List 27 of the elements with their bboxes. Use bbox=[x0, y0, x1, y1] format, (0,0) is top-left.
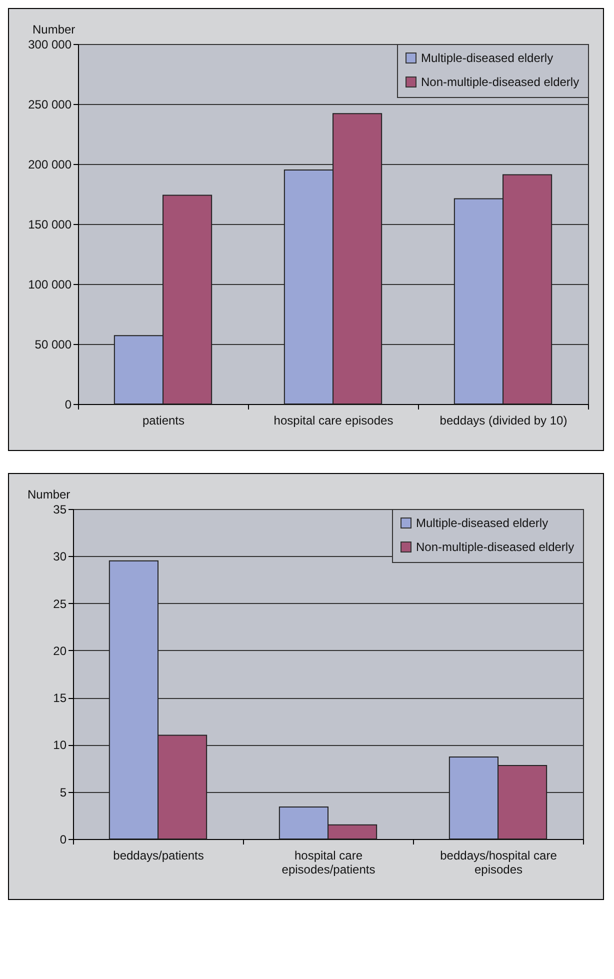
x-tick-label: beddays/hospital care episodes bbox=[440, 848, 558, 876]
x-tick-label: beddays (divided by 10) bbox=[440, 414, 568, 428]
legend-label: Non-multiple-diseased elderly bbox=[421, 75, 580, 89]
y-tick-label: 50 000 bbox=[34, 338, 72, 352]
y-tick-label: 250 000 bbox=[28, 98, 72, 112]
legend-label: Non-multiple-diseased elderly bbox=[416, 540, 574, 554]
y-tick-label: 100 000 bbox=[28, 278, 72, 292]
y-tick-label: 25 bbox=[53, 596, 67, 611]
x-tick-label: patients bbox=[142, 414, 185, 428]
y-tick-label: 0 bbox=[64, 398, 72, 412]
y-axis-title: Number bbox=[28, 488, 70, 502]
y-tick-label: 150 000 bbox=[28, 218, 72, 232]
legend-label: Multiple-diseased elderly bbox=[416, 516, 548, 530]
y-tick-label: 10 bbox=[53, 738, 67, 752]
y-tick-label: 15 bbox=[53, 691, 67, 706]
y-tick-label: 5 bbox=[60, 785, 67, 800]
x-tick-label: hospital care episodes bbox=[274, 414, 394, 428]
y-tick-label: 0 bbox=[60, 832, 67, 846]
y-tick-label: 30 bbox=[53, 550, 67, 564]
x-tick-label: beddays/patients bbox=[113, 848, 204, 862]
y-tick-label: 20 bbox=[53, 644, 67, 658]
y-axis-title: Number bbox=[32, 22, 76, 36]
legend-label: Multiple-diseased elderly bbox=[421, 51, 554, 65]
y-tick-label: 300 000 bbox=[28, 38, 72, 52]
x-tick-label: hospital care episodes/patients bbox=[282, 848, 376, 876]
y-tick-label: 35 bbox=[53, 502, 67, 516]
y-tick-label: 200 000 bbox=[28, 158, 72, 172]
